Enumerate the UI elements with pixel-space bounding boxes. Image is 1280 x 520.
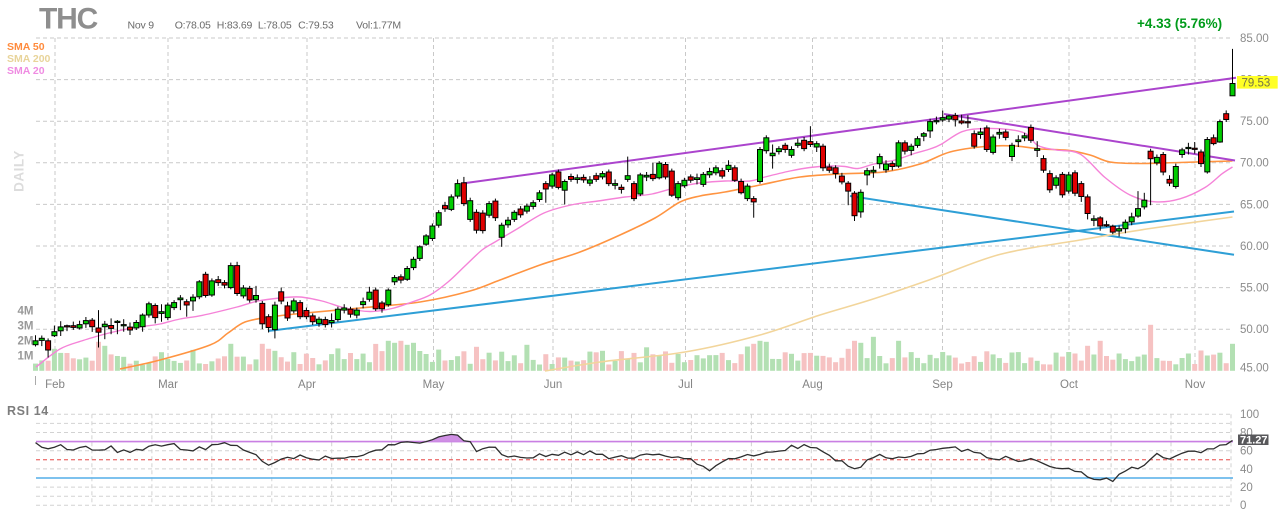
svg-text:60: 60 <box>1240 446 1253 458</box>
svg-text:+4.33 (5.76%): +4.33 (5.76%) <box>1137 16 1222 31</box>
svg-text:Mar: Mar <box>158 379 178 391</box>
svg-text:Feb: Feb <box>45 379 65 391</box>
svg-text:SMA 50: SMA 50 <box>7 41 45 53</box>
svg-text:65.00: 65.00 <box>1240 199 1269 211</box>
svg-text:55.00: 55.00 <box>1240 283 1269 295</box>
svg-text:Jun: Jun <box>544 379 563 391</box>
svg-text:75.00: 75.00 <box>1240 116 1269 128</box>
svg-text:SMA 200: SMA 200 <box>7 53 51 65</box>
svg-text:71.27: 71.27 <box>1240 435 1268 447</box>
svg-text:50.00: 50.00 <box>1240 324 1269 336</box>
svg-text:May: May <box>423 379 445 391</box>
svg-text:4M: 4M <box>18 306 34 318</box>
svg-text:H:83.69: H:83.69 <box>217 20 253 32</box>
svg-text:Aug: Aug <box>802 379 822 391</box>
svg-text:60.00: 60.00 <box>1240 241 1269 253</box>
svg-text:20: 20 <box>1240 482 1253 494</box>
svg-text:O:78.05: O:78.05 <box>175 20 211 32</box>
svg-text:2M: 2M <box>18 336 34 348</box>
svg-text:79.53: 79.53 <box>1242 77 1271 89</box>
svg-text:100: 100 <box>1240 409 1259 421</box>
svg-text:SMA 20: SMA 20 <box>7 65 45 77</box>
svg-text:Sep: Sep <box>932 379 952 391</box>
svg-text:THC: THC <box>39 3 98 36</box>
svg-text:Nov: Nov <box>1185 379 1206 391</box>
svg-text:Jul: Jul <box>678 379 693 391</box>
svg-text:RSI 14: RSI 14 <box>7 404 49 418</box>
svg-text:70.00: 70.00 <box>1240 158 1269 170</box>
svg-text:Apr: Apr <box>298 379 316 391</box>
svg-text:Nov 9: Nov 9 <box>128 20 155 32</box>
svg-text:85.00: 85.00 <box>1240 33 1269 45</box>
svg-text:L:78.05: L:78.05 <box>258 20 292 32</box>
svg-text:DAILY: DAILY <box>12 150 27 192</box>
svg-text:Oct: Oct <box>1060 379 1079 391</box>
svg-text:C:79.53: C:79.53 <box>298 20 334 32</box>
svg-text:1M: 1M <box>18 351 34 363</box>
svg-text:40: 40 <box>1240 464 1253 476</box>
svg-text:0: 0 <box>1240 500 1246 512</box>
svg-text:Vol:1.77M: Vol:1.77M <box>356 20 401 32</box>
svg-text:3M: 3M <box>18 321 34 333</box>
svg-text:45.00: 45.00 <box>1240 362 1269 374</box>
